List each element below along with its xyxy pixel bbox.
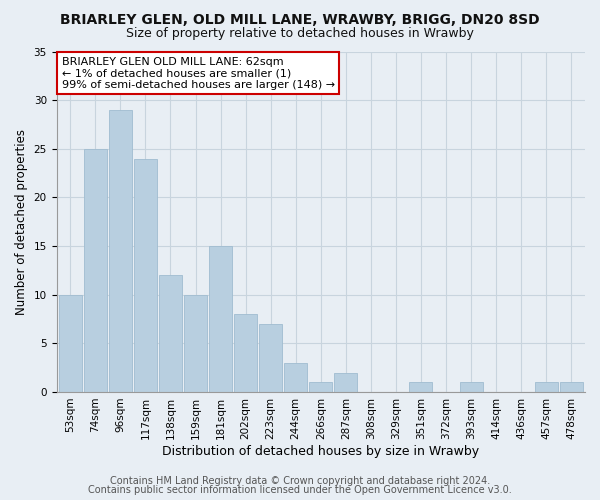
Bar [259, 324, 282, 392]
Bar [309, 382, 332, 392]
Text: Contains HM Land Registry data © Crown copyright and database right 2024.: Contains HM Land Registry data © Crown c… [110, 476, 490, 486]
Bar [84, 149, 107, 392]
Bar [560, 382, 583, 392]
Bar [234, 314, 257, 392]
Bar [535, 382, 557, 392]
Y-axis label: Number of detached properties: Number of detached properties [15, 128, 28, 314]
Text: BRIARLEY GLEN OLD MILL LANE: 62sqm
← 1% of detached houses are smaller (1)
99% o: BRIARLEY GLEN OLD MILL LANE: 62sqm ← 1% … [62, 56, 335, 90]
Bar [284, 363, 307, 392]
Bar [184, 294, 207, 392]
Bar [409, 382, 433, 392]
Text: Size of property relative to detached houses in Wrawby: Size of property relative to detached ho… [126, 28, 474, 40]
Text: Contains public sector information licensed under the Open Government Licence v3: Contains public sector information licen… [88, 485, 512, 495]
Text: BRIARLEY GLEN, OLD MILL LANE, WRAWBY, BRIGG, DN20 8SD: BRIARLEY GLEN, OLD MILL LANE, WRAWBY, BR… [60, 12, 540, 26]
X-axis label: Distribution of detached houses by size in Wrawby: Distribution of detached houses by size … [162, 444, 479, 458]
Bar [209, 246, 232, 392]
Bar [460, 382, 482, 392]
Bar [159, 275, 182, 392]
Bar [134, 158, 157, 392]
Bar [334, 372, 358, 392]
Bar [59, 294, 82, 392]
Bar [109, 110, 132, 392]
